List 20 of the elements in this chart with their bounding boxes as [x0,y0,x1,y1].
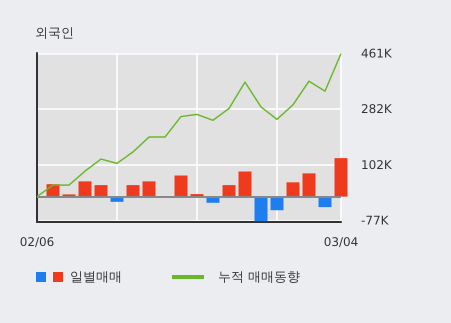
legend-label: 일별매매 [70,269,122,286]
bar [286,182,300,197]
bar [142,181,156,197]
y-tick-label: 461K [361,46,393,61]
bar [94,185,108,197]
bar [254,196,268,222]
chart-title: 외국인 [35,26,74,41]
x-tick-label: 02/06 [20,235,54,249]
legend-label: 누적 매매동향 [218,269,300,286]
bar [334,158,348,197]
y-tick-label: 102K [361,158,393,172]
bar [174,175,188,197]
bar [78,181,92,197]
bar [126,185,140,197]
y-tick-label: 282K [361,102,393,116]
x-tick-label: 03/04 [324,235,358,249]
bar [302,173,316,197]
bar [238,171,252,197]
y-tick-label: -77K [361,213,390,228]
bar [222,185,236,197]
